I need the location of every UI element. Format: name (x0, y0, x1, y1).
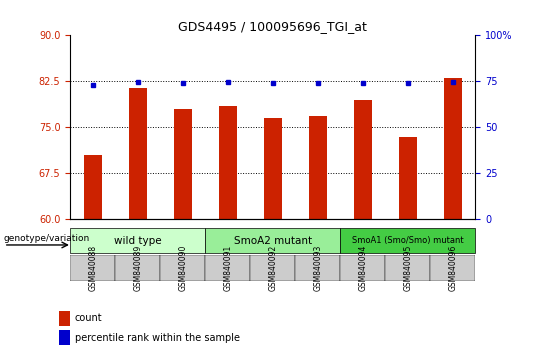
Text: GSM840094: GSM840094 (358, 245, 367, 291)
FancyBboxPatch shape (340, 255, 385, 281)
Bar (84, 155, 102, 219)
FancyBboxPatch shape (115, 255, 160, 281)
Text: GSM840096: GSM840096 (448, 245, 457, 291)
Bar (174, 109, 192, 219)
FancyBboxPatch shape (160, 255, 205, 281)
Bar (59, 330, 70, 345)
Bar (59, 311, 70, 326)
FancyBboxPatch shape (295, 255, 340, 281)
Text: GSM840089: GSM840089 (133, 245, 142, 291)
Text: SmoA2 mutant: SmoA2 mutant (234, 236, 312, 246)
Text: GSM840091: GSM840091 (223, 245, 232, 291)
FancyBboxPatch shape (250, 255, 295, 281)
FancyBboxPatch shape (70, 255, 115, 281)
FancyBboxPatch shape (70, 228, 205, 253)
Text: genotype/variation: genotype/variation (4, 234, 90, 242)
Text: GSM840088: GSM840088 (88, 245, 97, 291)
Text: GSM840092: GSM840092 (268, 245, 277, 291)
FancyBboxPatch shape (205, 228, 340, 253)
Text: GSM840090: GSM840090 (178, 245, 187, 291)
Text: GSM840093: GSM840093 (313, 245, 322, 291)
Bar (129, 87, 147, 219)
FancyBboxPatch shape (340, 228, 475, 253)
Text: count: count (75, 313, 102, 324)
Bar (444, 78, 462, 219)
Bar (219, 106, 237, 219)
FancyBboxPatch shape (205, 255, 250, 281)
Text: SmoA1 (Smo/Smo) mutant: SmoA1 (Smo/Smo) mutant (352, 236, 463, 245)
FancyBboxPatch shape (385, 255, 430, 281)
Bar (354, 100, 372, 219)
Text: GSM840095: GSM840095 (403, 245, 412, 291)
Title: GDS4495 / 100095696_TGI_at: GDS4495 / 100095696_TGI_at (178, 20, 367, 33)
FancyBboxPatch shape (430, 255, 475, 281)
Text: wild type: wild type (114, 236, 161, 246)
Bar (309, 116, 327, 219)
Bar (399, 137, 417, 219)
Text: percentile rank within the sample: percentile rank within the sample (75, 332, 240, 343)
Bar (264, 118, 282, 219)
